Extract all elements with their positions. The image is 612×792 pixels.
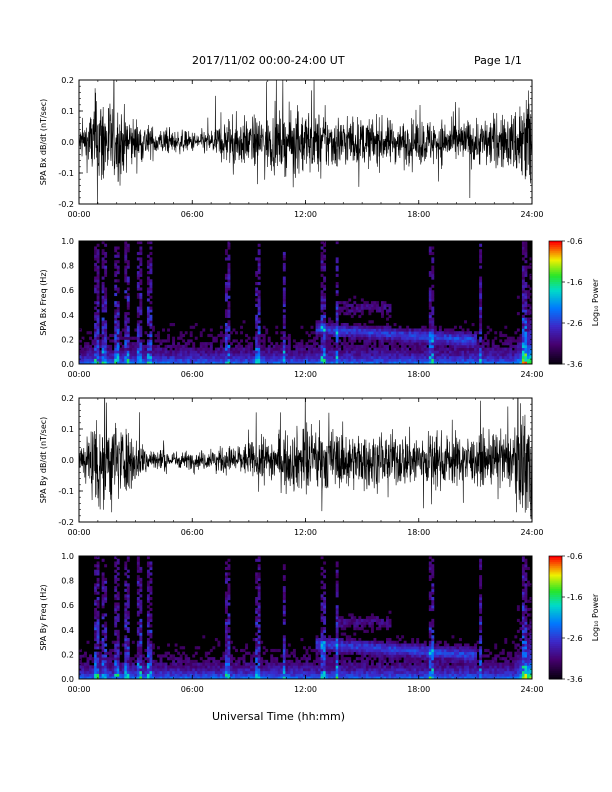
x-tick-label: 06:00 xyxy=(181,210,204,219)
y-tick-label: -0.2 xyxy=(58,518,74,527)
y-axis-label: SPA Bx dB/dt (nT/sec) xyxy=(39,99,48,186)
x-tick-label: 06:00 xyxy=(181,370,204,379)
colorbar-frame xyxy=(548,240,563,365)
y-tick-label: 0.0 xyxy=(61,360,74,369)
colorbar: -0.6 -1.6 -2.6 -3.6 Log₁₀ Power xyxy=(548,237,600,369)
x-tick-label: 12:00 xyxy=(294,528,317,537)
y-tick-label: 0.2 xyxy=(61,394,74,403)
x-tick-label: 06:00 xyxy=(181,685,204,694)
y-tick-label: -0.1 xyxy=(58,487,74,496)
colorbar-label: Log₁₀ Power xyxy=(591,278,600,326)
x-tick-label: 24:00 xyxy=(520,370,543,379)
y-tick-label: 1.0 xyxy=(61,237,74,246)
y-tick-label: 0.8 xyxy=(61,262,74,271)
x-tick-label: 24:00 xyxy=(520,528,543,537)
heatmap-cells xyxy=(79,241,532,364)
x-tick-label: 00:00 xyxy=(67,210,90,219)
header-page-number: Page 1/1 xyxy=(474,54,522,67)
y-tick-label: 0.8 xyxy=(61,577,74,586)
y-tick-label: -0.1 xyxy=(58,169,74,178)
panel-4: -0.6 -1.6 -2.6 -3.6 Log₁₀ Power 1.0 0.8 0.6 0.4 0… xyxy=(39,552,600,694)
y-tick-label: 0.2 xyxy=(61,335,74,344)
heatmap-cells xyxy=(79,556,532,679)
x-tick-label: 24:00 xyxy=(520,685,543,694)
x-tick-label: 18:00 xyxy=(407,685,430,694)
colorbar-tick-label: -2.6 xyxy=(567,319,583,328)
x-tick-label: 12:00 xyxy=(294,370,317,379)
y-tick-label: 0.2 xyxy=(61,650,74,659)
y-tick-label: 0.0 xyxy=(61,456,74,465)
x-tick-label: 18:00 xyxy=(407,528,430,537)
x-tick-label: 00:00 xyxy=(67,528,90,537)
colorbar-label: Log₁₀ Power xyxy=(591,593,600,641)
y-tick-label: 1.0 xyxy=(61,552,74,561)
colorbar-tick-label: -1.6 xyxy=(567,278,583,287)
y-tick-label: 0.4 xyxy=(61,626,74,635)
x-tick-label: 18:00 xyxy=(407,210,430,219)
colorbar-tick-label: -1.6 xyxy=(567,593,583,602)
colorbar-tick-label: -2.6 xyxy=(567,634,583,643)
y-tick-label: 0.6 xyxy=(61,286,74,295)
y-tick-label: -0.2 xyxy=(58,200,74,209)
y-tick-label: 0.1 xyxy=(61,107,74,116)
y-tick-label: 0.0 xyxy=(61,675,74,684)
y-tick-label: 0.6 xyxy=(61,601,74,610)
panel-1: 0.2 0.1 0.0 -0.1 -0.200:00 06:00 12:00 18:00 24:… xyxy=(39,76,544,219)
series-trace xyxy=(79,80,532,204)
x-tick-label: 00:00 xyxy=(67,370,90,379)
y-tick-label: 0.1 xyxy=(61,425,74,434)
panel-3: 0.2 0.1 0.0 -0.1 -0.200:00 06:00 12:00 18:00 24:… xyxy=(39,394,544,537)
colorbar: -0.6 -1.6 -2.6 -3.6 Log₁₀ Power xyxy=(548,552,600,684)
y-axis-label: SPA By Freq (Hz) xyxy=(39,584,48,650)
colorbar-tick-label: -3.6 xyxy=(567,360,583,369)
colorbar-tick-label: -3.6 xyxy=(567,675,583,684)
series-trace xyxy=(79,398,532,520)
x-tick-label: 00:00 xyxy=(67,685,90,694)
colorbar-tick-label: -0.6 xyxy=(567,237,583,246)
panel-2: -0.6 -1.6 -2.6 -3.6 Log₁₀ Power 1.0 0.8 0.6 0.4 0… xyxy=(39,237,600,379)
y-tick-label: 0.0 xyxy=(61,138,74,147)
header-date-range: 2017/11/02 00:00-24:00 UT xyxy=(192,54,345,67)
colorbar-tick-label: -0.6 xyxy=(567,552,583,561)
x-axis-title: Universal Time (hh:mm) xyxy=(212,710,345,723)
y-axis-label: SPA By dB/dt (nT/sec) xyxy=(39,417,48,504)
y-axis-label: SPA Bx Freq (Hz) xyxy=(39,269,48,335)
x-tick-label: 12:00 xyxy=(294,210,317,219)
x-tick-label: 06:00 xyxy=(181,528,204,537)
x-tick-label: 18:00 xyxy=(407,370,430,379)
colorbar-frame xyxy=(548,555,563,680)
y-tick-label: 0.2 xyxy=(61,76,74,85)
x-tick-label: 24:00 xyxy=(520,210,543,219)
x-tick-label: 12:00 xyxy=(294,685,317,694)
y-tick-label: 0.4 xyxy=(61,311,74,320)
